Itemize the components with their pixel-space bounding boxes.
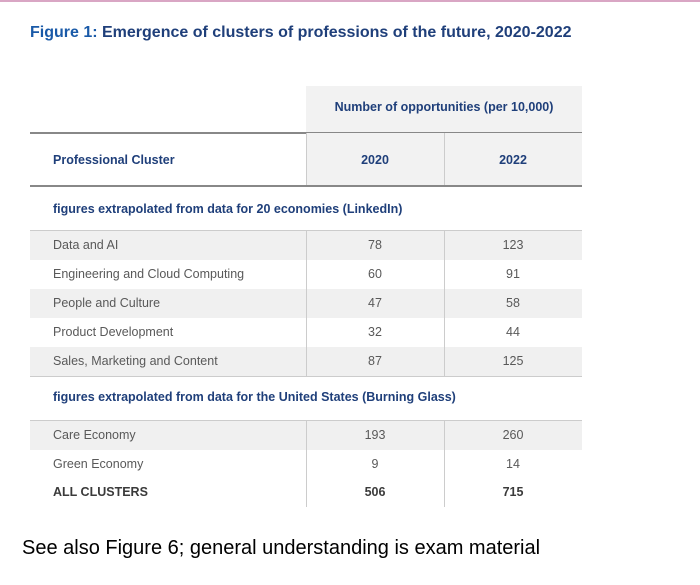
value-2020: 78: [368, 238, 382, 252]
header-divider: [306, 133, 307, 185]
column-divider: [306, 231, 307, 376]
figure-title-prefix: Figure 1:: [30, 24, 98, 41]
value-2020: 32: [368, 325, 382, 339]
total-label: ALL CLUSTERS: [53, 485, 148, 499]
cluster-name: Care Economy: [53, 428, 136, 442]
value-2020: 47: [368, 296, 382, 310]
column-divider: [444, 421, 445, 507]
year-header-2020: 2020: [361, 153, 389, 167]
figure-title: Figure 1: Emergence of clusters of profe…: [30, 24, 571, 42]
value-2020: 60: [368, 267, 382, 281]
header-divider: [444, 133, 445, 185]
value-2022: 44: [506, 325, 520, 339]
value-2020: 87: [368, 354, 382, 368]
value-2020: 9: [371, 457, 379, 471]
section-label-linkedin: figures extrapolated from data for 20 ec…: [53, 202, 403, 216]
column-divider: [306, 421, 307, 507]
cluster-name: Sales, Marketing and Content: [53, 354, 218, 368]
study-note: See also Figure 6; general understanding…: [22, 537, 541, 559]
section-rule: [30, 230, 582, 231]
table-row: Engineering and Cloud Computing 60 91: [30, 260, 582, 289]
cluster-name: Engineering and Cloud Computing: [53, 267, 245, 281]
value-2022: 260: [502, 428, 524, 442]
value-2022: 123: [502, 238, 524, 252]
column-group-header-background: [306, 86, 582, 132]
year-header-2022: 2022: [499, 153, 527, 167]
section-rule: [30, 376, 582, 377]
total-row: ALL CLUSTERS 506 715: [30, 478, 582, 507]
cluster-name: People and Culture: [53, 296, 161, 310]
figure-title-text: Emergence of clusters of professions of …: [97, 24, 572, 41]
cluster-name: Product Development: [53, 325, 174, 339]
top-accent-line: [0, 0, 700, 2]
row-header-label: Professional Cluster: [53, 153, 175, 167]
column-group-label: Number of opportunities (per 10,000): [334, 100, 554, 114]
table-row: Product Development 32 44: [30, 318, 582, 347]
section-rule: [30, 420, 582, 421]
header-bottom-rule: [30, 185, 582, 187]
cluster-name: Green Economy: [53, 457, 144, 471]
value-2022: 58: [506, 296, 520, 310]
value-2022: 14: [506, 457, 520, 471]
value-2020: 193: [364, 428, 386, 442]
total-2022: 715: [502, 485, 524, 499]
section-label-burning-glass: figures extrapolated from data for the U…: [53, 390, 456, 404]
total-2020: 506: [364, 485, 386, 499]
column-divider: [444, 231, 445, 376]
value-2022: 91: [506, 267, 520, 281]
table-row: Green Economy 9 14: [30, 450, 582, 479]
cluster-name: Data and AI: [53, 238, 119, 252]
value-2022: 125: [502, 354, 524, 368]
